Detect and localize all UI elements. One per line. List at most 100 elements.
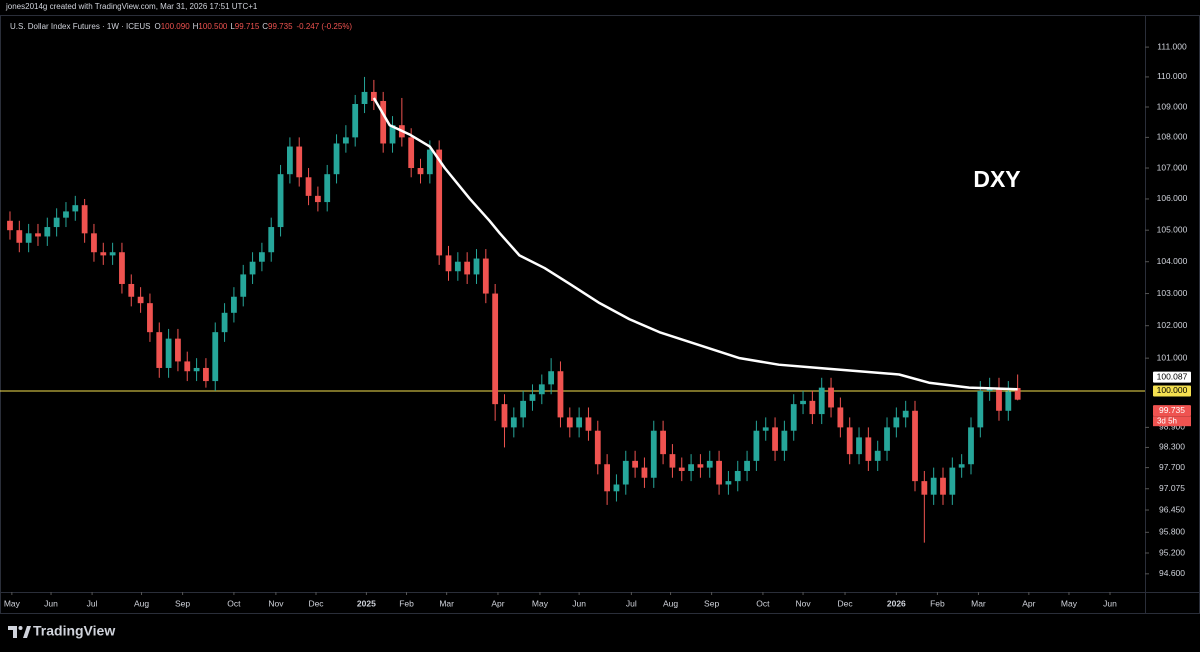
candle-body <box>604 464 611 492</box>
candle-body <box>734 470 741 482</box>
candle-body <box>781 430 788 451</box>
candle-body <box>538 384 545 395</box>
candle-body <box>697 464 704 468</box>
candle-body <box>501 404 508 428</box>
candle-body <box>865 437 872 461</box>
candle-body <box>566 417 573 428</box>
y-tick-label: 96.450 <box>1159 504 1185 514</box>
y-tick-label: 97.075 <box>1159 483 1185 493</box>
candle-body <box>744 460 750 471</box>
candle-body <box>53 217 60 228</box>
candle-body <box>893 417 900 428</box>
candle-body <box>968 427 974 465</box>
logo-mark <box>8 626 17 638</box>
candle-body <box>156 332 163 368</box>
y-tick-label: 98.300 <box>1159 442 1185 452</box>
y-tick-label: 106.000 <box>1157 193 1188 203</box>
x-tick-label: Feb <box>399 598 414 608</box>
candle-body <box>361 91 368 104</box>
candle-body <box>576 417 583 428</box>
x-tick-label: 2026 <box>887 598 906 608</box>
candle-body <box>454 261 461 272</box>
candle-body <box>800 400 806 405</box>
candle-body <box>510 417 517 428</box>
candle-body <box>44 227 51 237</box>
candle-body <box>370 91 377 101</box>
candle-body <box>874 450 881 461</box>
candle-body <box>324 174 331 203</box>
candle-body <box>902 410 909 418</box>
candle-body <box>296 146 303 178</box>
x-tick-label: Apr <box>491 598 504 608</box>
x-tick-label: Jul <box>87 598 98 608</box>
logo-mark <box>23 626 31 638</box>
ohlc-label: H <box>193 22 199 31</box>
candle-body <box>25 233 32 243</box>
candle-body <box>380 100 387 144</box>
candle-body <box>912 410 918 482</box>
candle-body <box>585 417 592 431</box>
candle-body <box>240 274 247 297</box>
price-label-box <box>1153 371 1191 383</box>
price-label: 100.000 <box>1157 385 1188 395</box>
candle-body <box>529 394 536 401</box>
ohlc-value: 99.735 <box>268 22 293 31</box>
candle-body <box>7 220 13 231</box>
caption: jones2014g created with TradingView.com,… <box>5 2 258 11</box>
candle-body <box>305 177 312 196</box>
x-tick-label: Mar <box>971 598 986 608</box>
candle-body <box>706 460 713 468</box>
candle-body <box>231 296 237 313</box>
x-tick-label: Feb <box>930 598 945 608</box>
x-tick-label: Nov <box>795 598 811 608</box>
candle-body <box>109 252 116 256</box>
candle-body <box>772 427 778 451</box>
x-tick-label: Dec <box>308 598 324 608</box>
x-tick-label: May <box>1061 598 1078 608</box>
candle-body <box>184 361 191 372</box>
candle-body <box>333 143 340 175</box>
candle-body <box>678 467 685 471</box>
candle-body <box>147 303 153 333</box>
candle-body <box>63 211 69 218</box>
candle-body <box>277 174 284 228</box>
candle-body <box>725 481 732 485</box>
y-tick-label: 105.000 <box>1157 224 1188 234</box>
candle-body <box>100 252 107 256</box>
candle-body <box>128 283 135 297</box>
y-tick-label: 95.800 <box>1159 527 1185 537</box>
candle-body <box>175 338 181 362</box>
candle-body <box>389 125 396 144</box>
x-tick-label: Oct <box>756 598 770 608</box>
candle-body <box>846 427 853 455</box>
candle-body <box>72 205 79 212</box>
candle-body <box>1014 387 1021 400</box>
candle-body <box>203 367 209 382</box>
moving-average <box>372 97 1018 391</box>
x-tick-label: Dec <box>837 598 853 608</box>
ohlc-value: 100.090 <box>161 22 190 31</box>
candle-body <box>16 230 23 243</box>
candle-body <box>520 400 527 418</box>
candle-body <box>809 400 816 415</box>
x-tick-label: Nov <box>268 598 284 608</box>
x-tick-label: Sep <box>175 598 190 608</box>
ohlc-value: 99.715 <box>235 22 260 31</box>
candle-body <box>548 371 555 385</box>
candle-body <box>884 427 890 451</box>
candle-body <box>930 477 937 495</box>
x-tick-label: Jun <box>44 598 58 608</box>
candle-body <box>445 255 452 272</box>
y-tick-label: 95.200 <box>1159 547 1185 557</box>
candle-body <box>119 252 125 284</box>
candle-body <box>949 467 956 495</box>
price-label: 99.735 <box>1159 405 1185 415</box>
y-tick-label: 103.000 <box>1157 288 1188 298</box>
y-tick-label: 111.000 <box>1157 41 1187 51</box>
x-tick-label: Aug <box>663 598 678 608</box>
candle-body <box>221 312 228 333</box>
candle-body <box>1005 391 1012 411</box>
candle-body <box>818 387 825 415</box>
candle-body <box>613 484 620 492</box>
